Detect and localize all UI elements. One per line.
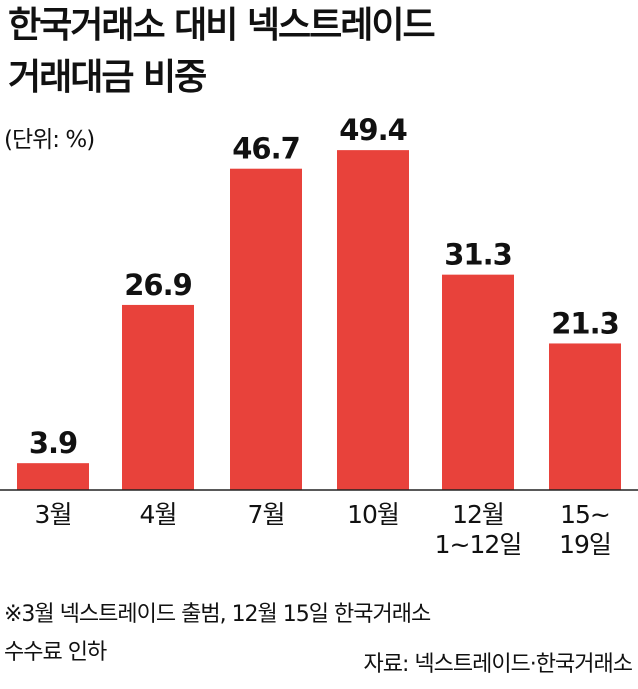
- bar-3: [337, 150, 409, 491]
- category-label-2: 7월: [247, 500, 286, 529]
- category-label-3: 10월: [347, 500, 400, 529]
- category-label-0: 3월: [34, 500, 73, 529]
- bar-1: [122, 304, 194, 490]
- source-credit: 자료: 넥스트레이드·한국거래소: [363, 652, 633, 677]
- bar-4: [442, 274, 514, 490]
- bar-chart: 3.9 26.9 46.7 49.4 31.3 21.3: [0, 113, 638, 491]
- chart-title-line1: 한국거래소 대비 넥스트레이드: [8, 5, 436, 46]
- bar-5: [549, 343, 621, 490]
- data-label-5: 21.3: [551, 306, 619, 340]
- category-label-1: 4월: [139, 500, 178, 529]
- data-label-4: 31.3: [444, 238, 512, 272]
- bar-2: [230, 168, 302, 491]
- category-label-4: 12월 1~12일: [434, 500, 523, 559]
- chart-title-line2: 거래대금 비중: [8, 57, 207, 98]
- bar-0: [17, 463, 89, 490]
- data-label-3: 49.4: [339, 113, 407, 147]
- footnote: ※3월 넥스트레이드 출범, 12월 15일 한국거래소 수수료 인하: [4, 602, 431, 665]
- data-label-1: 26.9: [124, 268, 192, 302]
- unit-label: (단위: %): [4, 127, 95, 153]
- data-label-0: 3.9: [29, 426, 77, 460]
- data-label-2: 46.7: [232, 132, 300, 166]
- category-label-5: 15~ 19일: [559, 500, 612, 559]
